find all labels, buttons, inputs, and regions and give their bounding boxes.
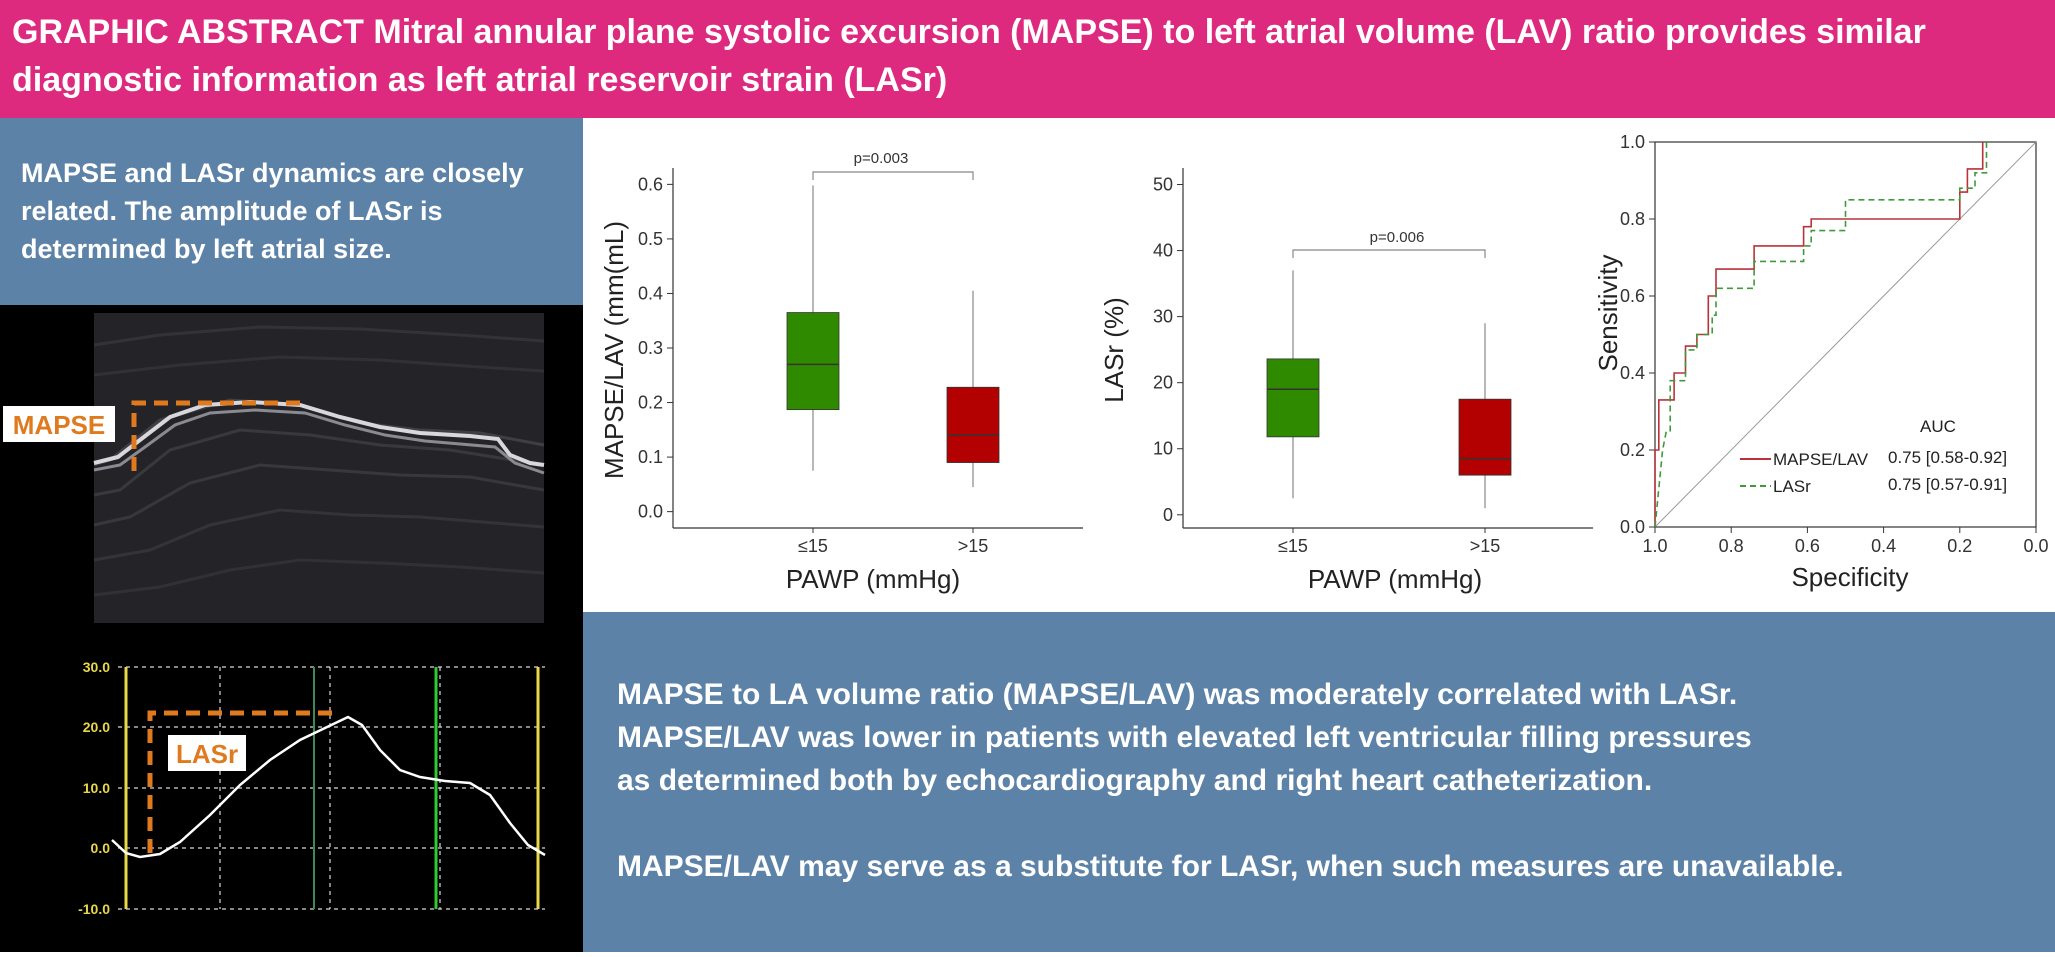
roc-curve-mapse-lav [1654,142,1984,527]
conclusion-spacer [617,802,2035,845]
roc-xtick-label: 0.8 [1719,536,1744,556]
echo-svg: MAPSE 30.0 20.0 10.0 0.0 -10.0 [3,313,546,917]
chart1-ytick-label: 0.6 [638,174,663,194]
chart2-xlabel: PAWP (mmHg) [1308,564,1482,594]
lasr-label-box [168,735,246,771]
chart1-box [946,386,1000,463]
roc-curve-lasr [1654,142,1988,528]
left-summary-text: MAPSE and LASr dynamics are closely rela… [0,118,583,305]
conclusion-line-3: as determined both by echocardiography a… [617,764,1653,797]
lasr-label: LASr [176,739,238,769]
chart1-category-label: ≤15 [798,536,828,556]
strain-curve [111,715,546,859]
chart2-box [1458,398,1512,476]
chart1-ytick-label: 0.0 [638,502,663,522]
roc-ytick-label: 1.0 [1620,132,1645,152]
chart3-xlabel: Specificity [1791,562,1908,592]
legend-title: AUC [1920,417,1956,436]
roc-ytick-label: 0.2 [1620,440,1645,460]
conclusion-panel: MAPSE to LA volume ratio (MAPSE/LAV) was… [583,612,2055,952]
chart2-category-label: >15 [1470,536,1501,556]
chart1-significance-bracket [812,171,974,180]
chart1-ytick-label: 0.4 [638,283,663,303]
mmode-bands [93,325,545,597]
chart2-category-label: ≤15 [1278,536,1308,556]
roc-diagonal-reference [1654,141,2037,528]
roc-xtick-label: 0.2 [1947,536,1972,556]
chart3-ylabel: Sensitivity [1593,254,1623,371]
lasr-boxplot: LASr (%) PAWP (mmHg) p=0.006 0 10 20 30 40 50… [1099,168,1593,594]
roc-legend: AUC MAPSE/LAV 0.75 [0.58-0.92] LASr 0.75… [1740,417,2007,496]
roc-curve-chart: Sensitivity Specificity 1.0 0.8 0.6 0.4 0.2 0… [1593,132,2049,592]
chart1-ytick-label: 0.3 [638,338,663,358]
chart2-ytick-label: 10 [1153,439,1173,459]
conclusion-line-5: MAPSE/LAV may serve as a substitute for … [617,850,1844,883]
strain-axis-ticks: 30.0 20.0 10.0 0.0 -10.0 [78,659,110,917]
chart2-significance-bracket [1292,249,1486,258]
chart1-ylabel: MAPSE/LAV (mm(mL) [599,221,629,479]
mapse-lav-boxplot: MAPSE/LAV (mm(mL) PAWP (mmHg) p=0.003 0.… [599,150,1083,594]
chart1-annotation: p=0.003 [854,150,909,167]
chart2-annotation: p=0.006 [1370,229,1425,246]
roc-xtick-label: 0.4 [1871,536,1896,556]
legend-label-lasr: LASr [1773,477,1811,496]
conclusion-line-1: MAPSE to LA volume ratio (MAPSE/LAV) was… [617,678,1738,711]
roc-ytick-label: 0.4 [1620,363,1645,383]
roc-ytick-label: 0.0 [1620,517,1645,537]
page-title: GRAPHIC ABSTRACT Mitral annular plane sy… [0,0,2055,118]
chart2-ytick-label: 40 [1153,241,1173,261]
chart1-ytick-label: 0.1 [638,447,663,467]
chart1-category-label: >15 [958,536,989,556]
strain-tick-minus10: -10.0 [78,901,110,917]
roc-ytick-label: 0.8 [1620,209,1645,229]
mitral-annulus-trace [93,399,545,467]
chart2-ytick-label: 30 [1153,307,1173,327]
echo-illustration: MAPSE 30.0 20.0 10.0 0.0 -10.0 [0,305,583,952]
strain-tick-20: 20.0 [83,719,110,735]
legend-label-mapse: MAPSE/LAV [1773,450,1869,469]
chart2-ylabel: LASr (%) [1099,297,1129,402]
chart2-ytick-label: 50 [1153,175,1173,195]
legend-auc-mapse: 0.75 [0.58-0.92] [1888,448,2007,467]
chart1-ytick-label: 0.2 [638,393,663,413]
roc-xtick-label: 0.0 [2023,536,2048,556]
roc-xtick-label: 0.6 [1795,536,1820,556]
roc-ytick-label: 0.6 [1620,286,1645,306]
chart1-ytick-label: 0.5 [638,229,663,249]
chart2-ytick-label: 20 [1153,373,1173,393]
lasr-dashed-bracket [147,710,340,853]
strain-markers [124,667,540,909]
chart2-box [1266,358,1320,438]
roc-plot-frame [1654,141,2037,528]
mapse-label-box [3,406,115,442]
chart3-plot: 1.0 0.8 0.6 0.4 0.2 0.0 0.0 0.2 0.4 0.6 0.8 1.0 [1620,132,2049,556]
chart1-box [786,312,840,411]
chart2-ytick-label: 0 [1163,505,1173,525]
chart2-plot: 0 10 20 30 40 50 ≤15 >15 [1153,168,1593,556]
mapse-dashed-bracket [131,400,308,471]
legend-auc-lasr: 0.75 [0.57-0.91] [1888,475,2007,494]
strain-grid [118,666,545,910]
chart1-plot: 0.0 0.1 0.2 0.3 0.4 0.5 0.6 ≤15 >15 [638,168,1083,556]
strain-tick-0: 0.0 [91,840,111,856]
mapse-label: MAPSE [13,410,105,440]
conclusion-line-2: MAPSE/LAV was lower in patients with ele… [617,721,1752,754]
roc-xtick-label: 1.0 [1642,536,1667,556]
chart1-xlabel: PAWP (mmHg) [786,564,960,594]
strain-tick-10: 10.0 [83,780,110,796]
strain-tick-30: 30.0 [83,659,110,675]
